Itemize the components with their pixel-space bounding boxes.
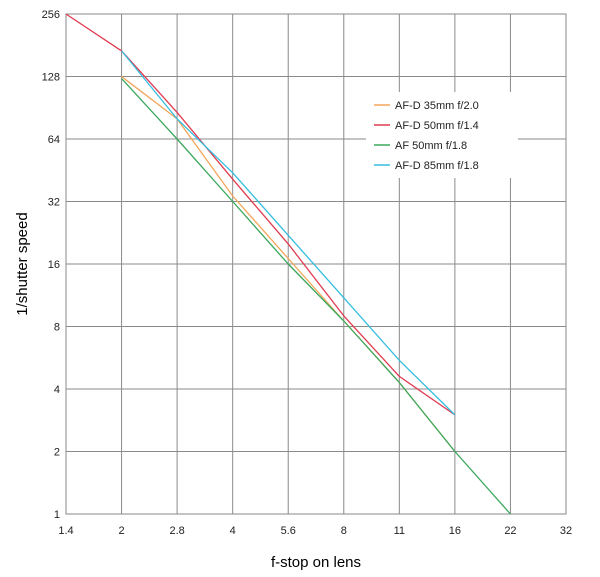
- y-tick-label: 128: [42, 72, 60, 84]
- legend-box: [366, 92, 518, 178]
- y-tick-label: 8: [54, 322, 60, 334]
- legend-entry-3: AF 50mm f/1.8: [395, 140, 467, 152]
- x-axis-title: f-stop on lens: [271, 554, 361, 571]
- x-tick-label: 4: [230, 525, 236, 537]
- y-tick-label: 4: [54, 384, 60, 396]
- series-line-4: [121, 50, 456, 416]
- x-tick-label: 2.8: [169, 525, 184, 537]
- x-tick-label: 2: [118, 525, 124, 537]
- legend: AF-D 35mm f/2.0 AF-D 50mm f/1.4 AF 50mm f/…: [366, 92, 518, 178]
- y-tick-label: 2: [54, 447, 60, 459]
- y-tick-label: 64: [48, 134, 60, 146]
- x-tick-label: 8: [341, 525, 347, 537]
- x-tick-label: 11: [394, 525, 405, 537]
- y-tick-label: 16: [48, 259, 60, 271]
- x-tick-label: 1.4: [58, 525, 73, 537]
- y-tick-label: 256: [42, 9, 60, 21]
- x-tick-labels: 1.4 2 2.8 4 5.6 8 11 16 22 32: [58, 525, 572, 537]
- x-tick-label: 22: [504, 525, 516, 537]
- y-axis-title: 1/shutter speed: [14, 212, 31, 315]
- plot-border: [65, 13, 567, 515]
- x-tick-label: 5.6: [281, 525, 296, 537]
- series-lines: [65, 13, 511, 515]
- y-tick-label: 32: [48, 197, 60, 209]
- y-tick-label: 1: [54, 509, 60, 521]
- x-tick-label: 32: [560, 525, 572, 537]
- legend-entry-4: AF-D 85mm f/1.8: [395, 160, 479, 172]
- legend-entry-2: AF-D 50mm f/1.4: [395, 120, 479, 132]
- y-tick-labels: 1 2 4 8 16 32 64 128 256: [42, 9, 60, 521]
- series-line-3: [121, 78, 511, 515]
- series-line-2: [65, 13, 456, 416]
- legend-entry-1: AF-D 35mm f/2.0: [395, 100, 479, 112]
- x-tick-label: 16: [449, 525, 461, 537]
